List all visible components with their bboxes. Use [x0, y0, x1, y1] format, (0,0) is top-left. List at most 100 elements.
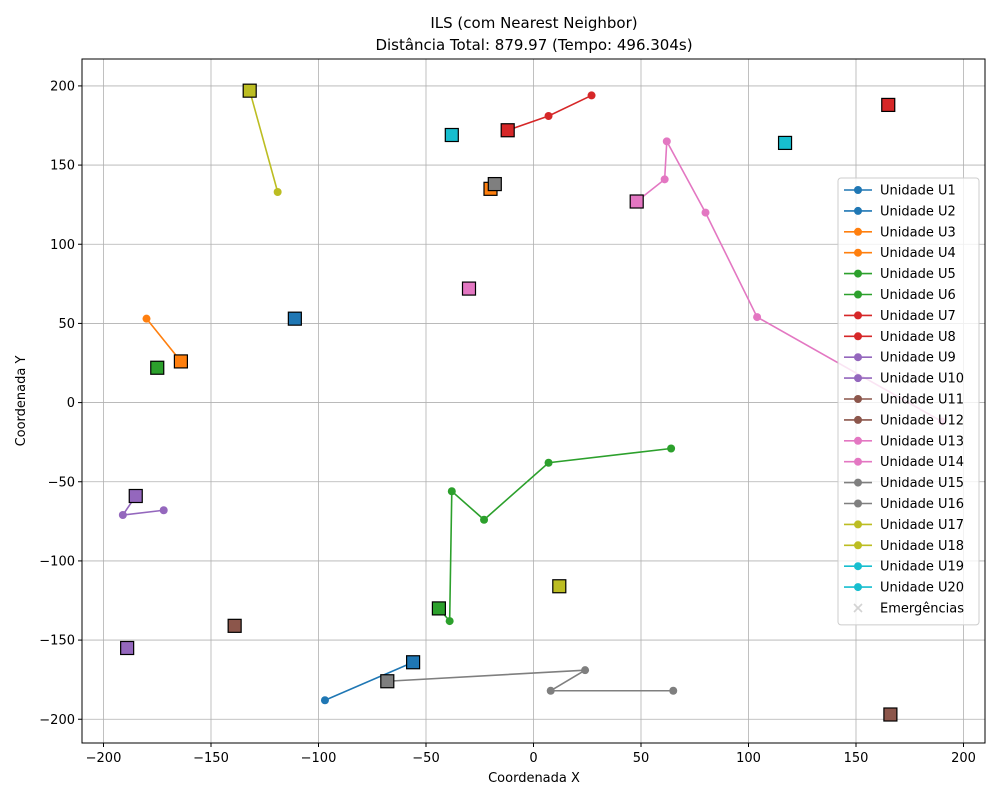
route-point	[701, 208, 710, 217]
legend-swatch-marker	[854, 499, 862, 508]
y-tick-label: 150	[50, 159, 75, 174]
route-point	[447, 487, 456, 496]
x-tick-label: −150	[193, 751, 229, 766]
base-marker	[552, 579, 567, 594]
legend-label: Unidade U8	[880, 330, 956, 345]
legend-label: Unidade U17	[880, 518, 964, 533]
chart-subtitle: Distância Total: 879.97 (Tempo: 496.304s…	[375, 36, 692, 54]
base-marker	[120, 640, 135, 656]
chart-title: ILS (com Nearest Neighbor)	[430, 14, 637, 32]
base-marker	[461, 281, 477, 296]
route-point	[662, 137, 671, 146]
legend-label: Unidade U18	[880, 539, 964, 554]
y-tick-label: −100	[39, 554, 75, 569]
route-point	[118, 511, 127, 519]
legend-swatch-marker	[854, 415, 862, 424]
legend-box	[837, 177, 980, 626]
legend-swatch-marker	[854, 186, 862, 194]
base-marker	[431, 601, 446, 616]
axis-ticks: −200 −150 −100 −50 0 50 100 150 200 −200 −150 −100 −…	[39, 79, 976, 766]
base-marker	[128, 488, 143, 504]
base-marker	[883, 707, 898, 722]
routes	[118, 86, 946, 705]
route-point	[587, 91, 596, 100]
y-tick-label: −50	[48, 475, 75, 490]
legend-swatch-marker	[854, 395, 862, 403]
route-point	[544, 458, 553, 467]
legend-swatch-marker	[854, 457, 862, 466]
base-marker	[629, 194, 644, 209]
plot-frame	[81, 58, 986, 744]
x-tick-label: 150	[844, 751, 869, 766]
route-line	[636, 138, 943, 423]
legend-label: Unidade U14	[880, 455, 964, 470]
legend-swatch-x	[853, 603, 863, 613]
base-marker	[380, 674, 395, 689]
y-tick-label: 100	[50, 238, 75, 253]
x-axis-label: Coordenada X	[488, 771, 580, 786]
route-point	[660, 175, 669, 184]
route-line	[387, 669, 674, 692]
route-point	[273, 188, 282, 196]
legend-swatch-marker	[854, 248, 862, 257]
bases	[120, 83, 898, 722]
legend-label: Unidade U7	[880, 309, 956, 324]
route-point	[445, 617, 454, 626]
x-tick-label: −200	[86, 751, 122, 766]
legend-label: Unidade U4	[880, 246, 956, 261]
legend-swatch-marker	[854, 520, 862, 529]
legend-swatch-marker	[854, 436, 862, 445]
legend-swatch-marker	[854, 227, 862, 236]
x-tick-label: 0	[529, 751, 537, 766]
route-point	[544, 112, 553, 120]
legend-label: Unidade U19	[880, 560, 964, 575]
route-point	[142, 314, 151, 323]
y-tick-label: −150	[39, 634, 75, 649]
base-marker	[444, 127, 459, 143]
route-point	[667, 444, 676, 453]
legend-swatch-marker	[854, 583, 862, 592]
base-marker	[173, 354, 188, 369]
route-line	[145, 318, 182, 362]
base-marker	[406, 655, 421, 670]
y-tick-label: 200	[50, 79, 75, 94]
legend-swatch-marker	[854, 562, 862, 571]
route-point	[320, 696, 329, 705]
legend-label: Unidade U2	[880, 204, 956, 219]
legend-label: Unidade U1	[880, 184, 956, 199]
base-marker	[777, 135, 793, 151]
legend-label: Unidade U16	[880, 497, 964, 512]
grid	[82, 59, 985, 743]
x-tick-label: 100	[736, 751, 761, 766]
base-marker	[500, 123, 515, 138]
route-line	[248, 90, 279, 193]
legend-label: Unidade U6	[880, 288, 956, 303]
legend-label: Unidade U9	[880, 351, 956, 366]
x-tick-label: 200	[951, 751, 976, 766]
legend-swatch-marker	[854, 311, 862, 320]
legend-label: Unidade U10	[880, 372, 964, 387]
x-tick-label: 50	[633, 751, 650, 766]
legend-swatch-marker	[854, 269, 862, 278]
legend-swatch-marker	[854, 290, 862, 299]
x-tick-label: −50	[412, 751, 439, 766]
legend-label: Emergências	[880, 602, 964, 617]
route-line	[324, 661, 414, 701]
legend-swatch-marker	[854, 332, 862, 341]
legend-swatch-marker	[854, 541, 862, 550]
route-point	[480, 515, 489, 524]
legend-label: Unidade U11	[880, 393, 964, 408]
legend-label: Unidade U13	[880, 434, 964, 449]
legend-label: Unidade U5	[880, 267, 956, 282]
route-point	[581, 666, 590, 675]
legend-swatch-marker	[854, 206, 862, 215]
legend-label: Unidade U12	[880, 413, 964, 428]
legend-label: Unidade U20	[880, 581, 964, 596]
legend: Unidade U1 Unidade U2 Unidade U3 Unidade U4…	[837, 177, 980, 626]
legend-swatch-marker	[854, 478, 862, 487]
route-point	[159, 506, 168, 515]
y-tick-label: −200	[39, 713, 75, 728]
route-point	[546, 686, 555, 695]
base-marker	[150, 360, 165, 375]
